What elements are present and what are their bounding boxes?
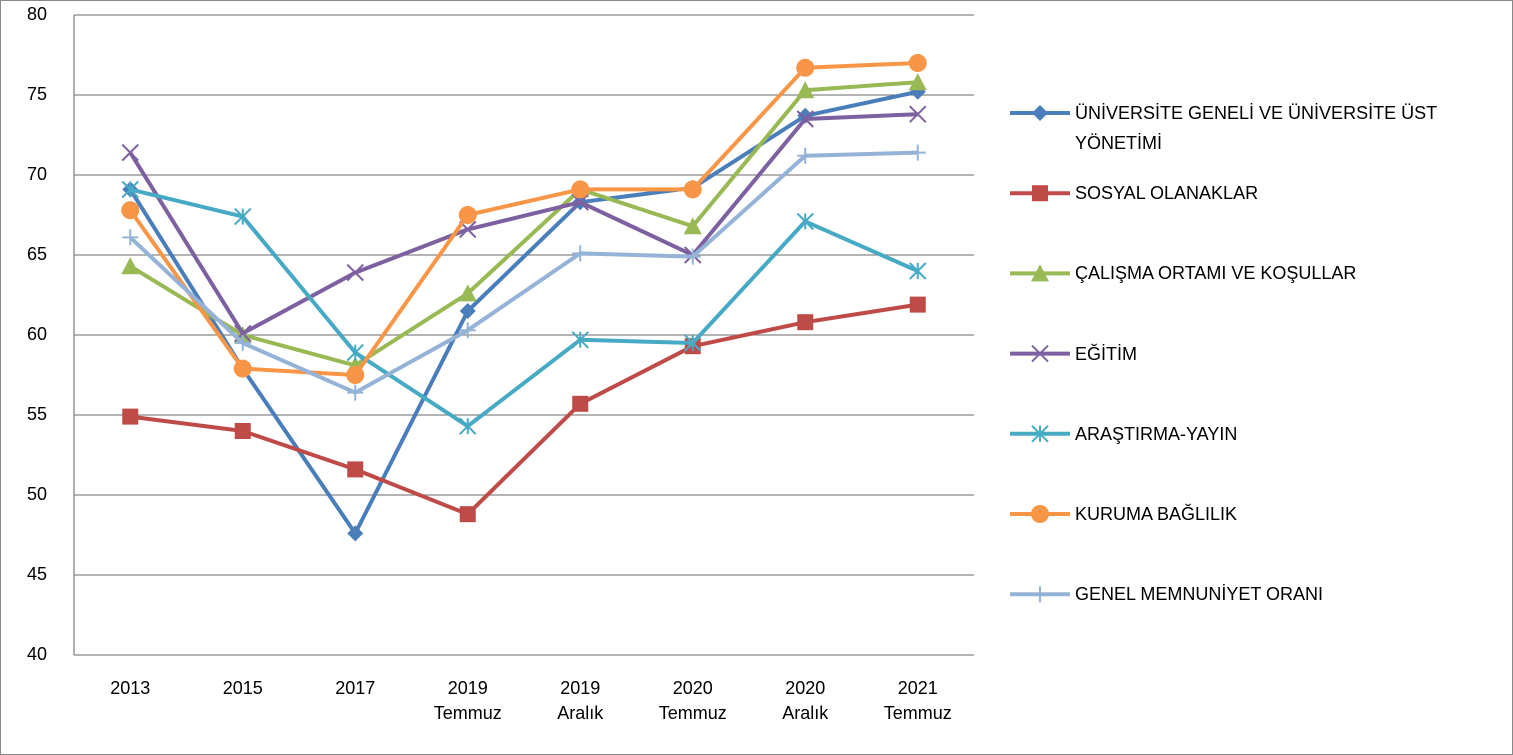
marker	[796, 212, 814, 231]
marker	[121, 180, 139, 199]
marker	[234, 423, 251, 439]
marker	[1031, 344, 1049, 363]
y-tick-label: 45	[27, 564, 47, 584]
y-tick-label: 40	[27, 644, 47, 664]
marker	[459, 303, 476, 319]
marker	[908, 54, 927, 72]
series-line	[128, 112, 918, 336]
marker	[234, 207, 252, 226]
marker	[121, 201, 140, 220]
legend-label: GENEL MEMNUNİYET ORANI	[1075, 584, 1324, 605]
marker	[459, 417, 477, 435]
legend-label: ÇALIŞMA ORTAMI VE KOŞULLAR	[1075, 263, 1357, 284]
series-line	[129, 302, 919, 517]
marker	[1032, 105, 1048, 121]
x-tick-label: 2015	[222, 678, 263, 698]
marker	[571, 193, 589, 211]
marker	[683, 217, 702, 235]
series-line	[128, 150, 918, 395]
y-tick-label: 80	[27, 4, 47, 24]
legend-label: KURUMA BAĞLILIK	[1075, 504, 1238, 524]
marker	[121, 257, 140, 275]
x-tick-label: 2017	[335, 678, 376, 698]
marker	[233, 359, 252, 378]
x-tick-label: 2021 Temmuz	[883, 678, 952, 723]
marker	[234, 335, 251, 351]
legend-label: EĞİTİM	[1075, 343, 1137, 364]
marker	[571, 331, 589, 349]
marker	[346, 263, 364, 282]
marker	[796, 58, 815, 77]
marker	[122, 229, 139, 246]
y-tick-label: 65	[27, 244, 47, 264]
series-line	[129, 187, 919, 429]
marker	[458, 206, 477, 224]
x-tick-label: 2020 Temmuz	[658, 678, 727, 723]
marker	[1031, 505, 1049, 523]
series-line	[129, 80, 918, 368]
x-tick-label: 2019 Temmuz	[433, 678, 502, 723]
legend-label: ARAŞTIRMA-YAYIN	[1075, 423, 1238, 444]
marker	[1031, 264, 1049, 282]
series-line	[128, 89, 919, 536]
marker	[347, 384, 364, 401]
marker	[684, 248, 701, 265]
marker	[459, 506, 476, 523]
marker	[797, 147, 814, 164]
y-tick-label: 75	[27, 84, 47, 104]
marker	[909, 296, 926, 313]
marker	[346, 366, 365, 384]
y-tick-label: 55	[27, 404, 47, 424]
marker	[347, 461, 364, 478]
x-tick-label: 2019 Aralık	[557, 678, 604, 723]
marker	[684, 334, 702, 352]
marker	[459, 322, 476, 339]
y-tick-label: 70	[27, 164, 47, 184]
marker	[1031, 425, 1049, 443]
marker	[909, 105, 927, 123]
marker	[572, 245, 589, 262]
marker	[346, 343, 364, 362]
marker	[121, 143, 139, 162]
marker	[796, 110, 814, 128]
legend-label: ÜNİVERSİTE GENELİ VE ÜNİVERSİTE ÜST YÖNE…	[1075, 103, 1437, 153]
marker	[1032, 586, 1048, 603]
y-tick-label: 50	[27, 484, 47, 504]
marker	[796, 81, 815, 99]
y-tick-label: 60	[27, 324, 47, 344]
legend-label: SOSYAL OLANAKLAR	[1075, 183, 1259, 204]
marker	[909, 144, 926, 161]
marker	[908, 73, 927, 91]
marker	[797, 314, 814, 331]
marker	[347, 525, 364, 542]
marker	[909, 262, 927, 280]
marker	[571, 180, 590, 199]
x-tick-label: 2020 Aralık	[782, 678, 829, 723]
series-line	[128, 61, 918, 377]
x-tick-label: 2013	[110, 678, 151, 698]
marker	[683, 180, 702, 199]
marker	[458, 284, 477, 302]
marker	[1032, 185, 1048, 202]
marker	[572, 395, 589, 412]
marker	[122, 408, 139, 425]
